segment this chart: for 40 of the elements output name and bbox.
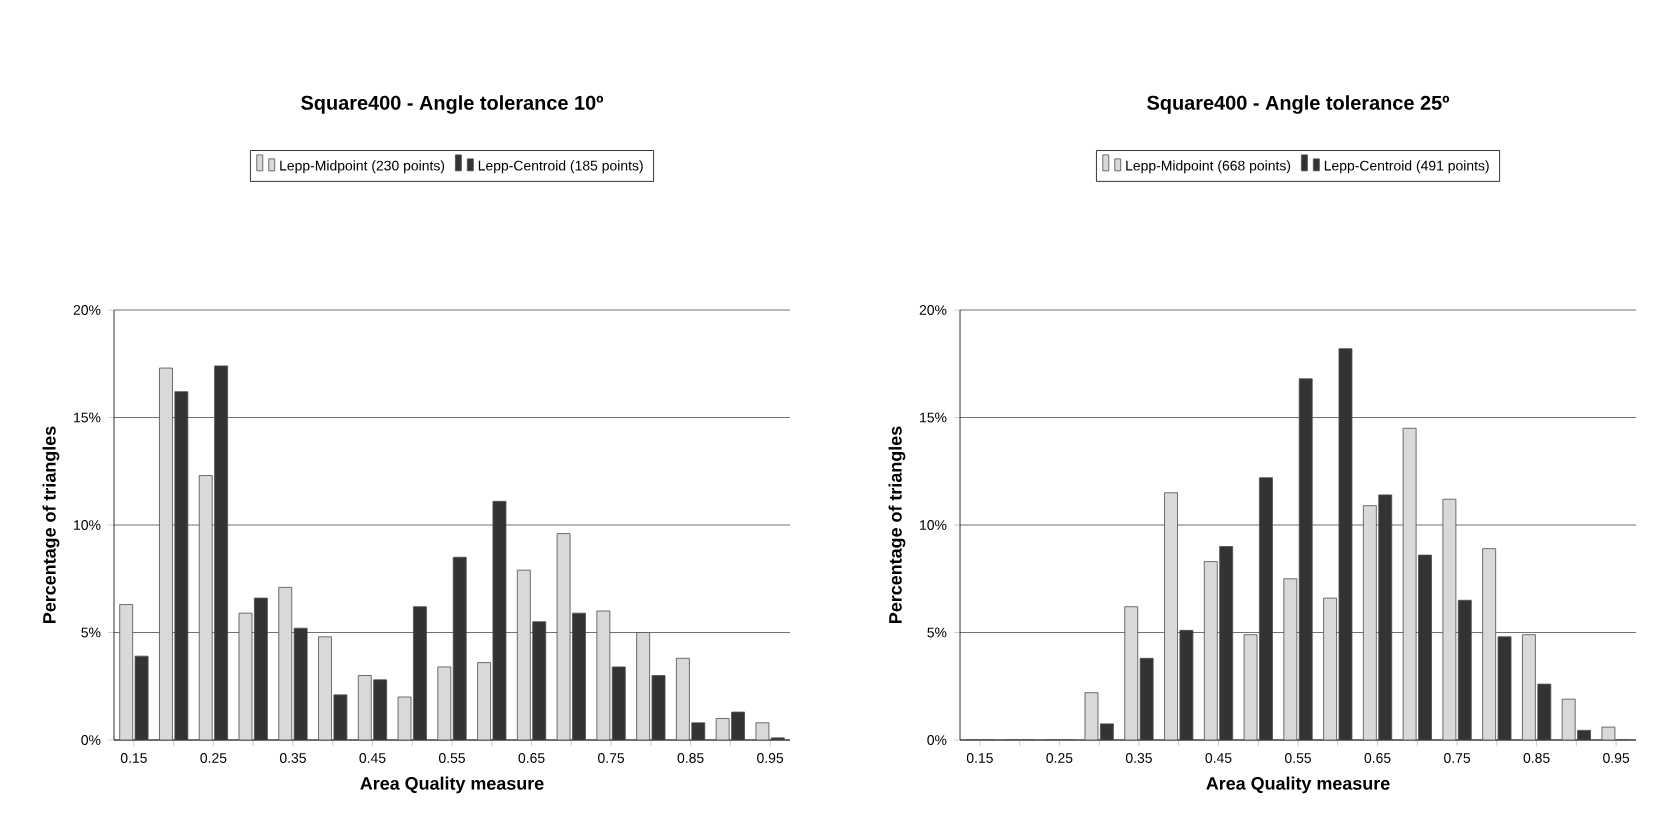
bar <box>1522 634 1536 740</box>
bar <box>611 666 626 740</box>
bar <box>1283 578 1298 740</box>
chart-title: Square400 - Angle tolerance 10º <box>301 95 604 114</box>
bar <box>1457 599 1472 740</box>
bar <box>119 604 134 740</box>
bar <box>1219 546 1234 740</box>
bar <box>357 675 372 740</box>
bar <box>572 612 586 740</box>
bar <box>318 636 332 740</box>
bar <box>1362 505 1377 740</box>
bar <box>1418 554 1432 740</box>
bar <box>1164 492 1178 740</box>
bar <box>373 679 388 740</box>
bar <box>198 475 213 740</box>
bar <box>214 365 229 740</box>
bar <box>174 391 189 740</box>
bar <box>452 556 467 740</box>
bar <box>477 662 491 740</box>
bar <box>253 597 268 740</box>
bar <box>676 657 690 740</box>
bar <box>1323 597 1337 740</box>
bar <box>1124 606 1139 740</box>
bar <box>1203 561 1218 740</box>
y-axis-title: Percentage of triangles <box>888 426 906 623</box>
y-axis-title: Percentage of triangles <box>42 426 60 623</box>
bar <box>1298 378 1313 740</box>
bar <box>636 632 651 740</box>
bar <box>1378 494 1393 740</box>
bar <box>278 586 293 740</box>
bar <box>1259 477 1273 740</box>
x-axis-title: Area Quality measure <box>360 776 544 794</box>
x-axis-title: Area Quality measure <box>1206 776 1390 794</box>
bar <box>516 569 531 740</box>
chart-title: Square400 - Angle tolerance 25º <box>1147 95 1450 114</box>
bar <box>413 606 427 740</box>
bar <box>1482 548 1497 740</box>
bar <box>437 666 452 740</box>
bar <box>159 367 173 740</box>
bar <box>532 621 547 740</box>
